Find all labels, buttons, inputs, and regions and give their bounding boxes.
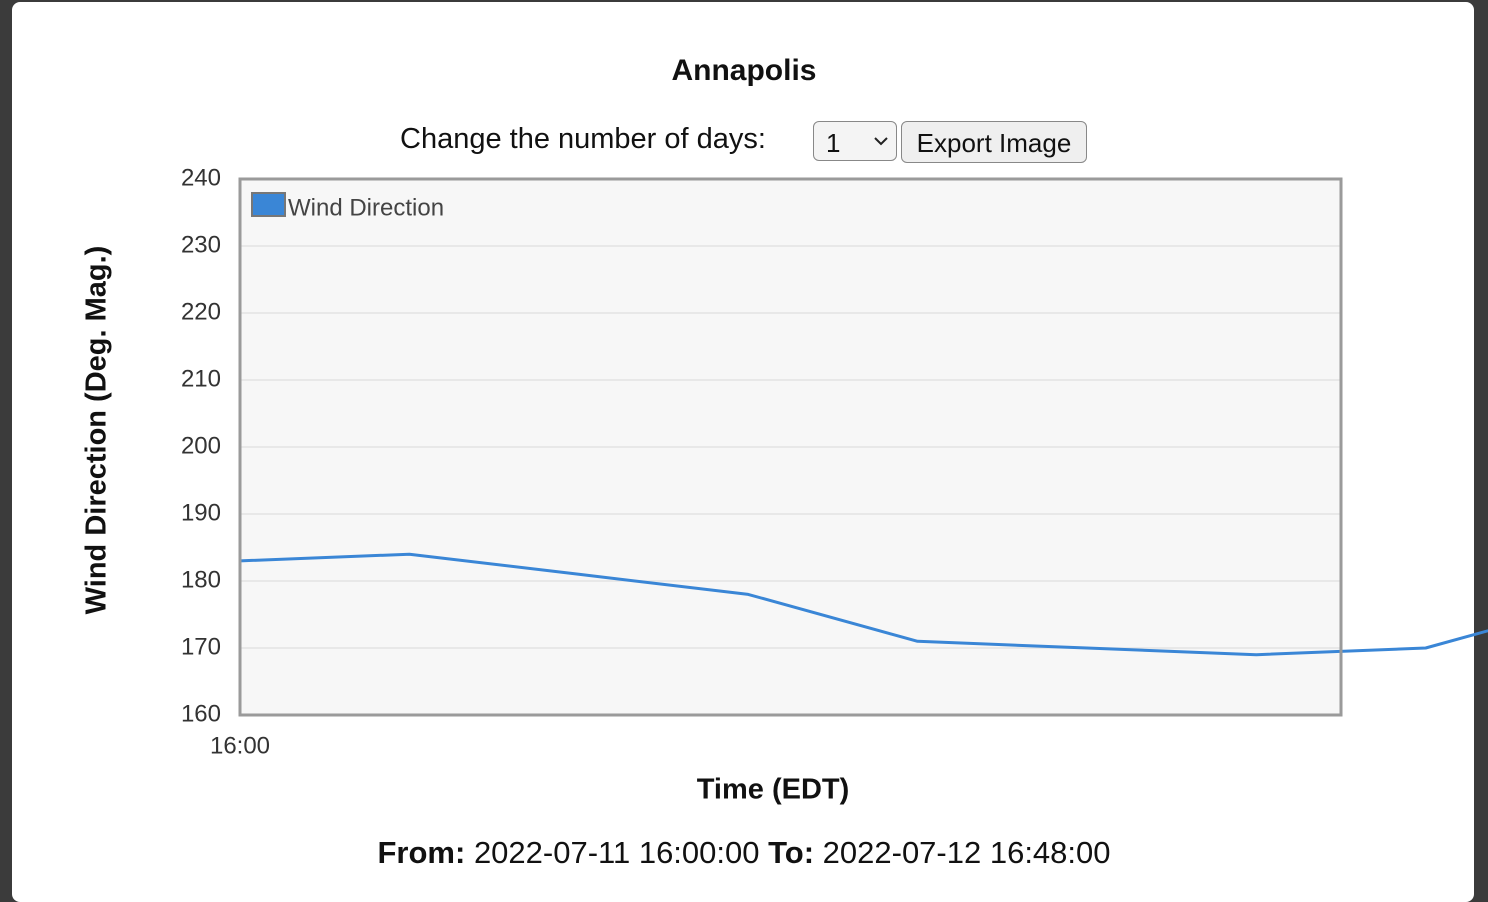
y-tick-label: 210 bbox=[181, 365, 221, 392]
from-value: 2022-07-11 16:00:00 bbox=[473, 835, 760, 870]
y-tick-label: 200 bbox=[181, 432, 221, 459]
y-tick-label: 180 bbox=[181, 566, 221, 593]
dropdown-arrow bbox=[874, 137, 888, 146]
y-tick-label: 220 bbox=[181, 298, 221, 325]
from-label: From: bbox=[377, 835, 466, 870]
y-tick-label: 160 bbox=[181, 700, 221, 727]
days-label: Change the number of days: bbox=[400, 123, 766, 155]
y-tick-label: 190 bbox=[181, 499, 221, 526]
y-axis-label: Wind Direction (Deg. Mag.) bbox=[81, 246, 113, 615]
days-value: 1 bbox=[826, 128, 841, 158]
legend-swatch bbox=[251, 192, 286, 217]
to-label: To: bbox=[768, 835, 815, 870]
to-value: 2022-07-12 16:48:00 bbox=[822, 835, 1111, 870]
footer: From: 2022-07-11 16:00:00 To: 2022-07-12… bbox=[0, 835, 1488, 871]
title: Annapolis bbox=[671, 54, 817, 87]
export-button[interactable]: Export Image bbox=[901, 121, 1087, 163]
y-tick-label: 230 bbox=[181, 231, 221, 258]
y-tick-label: 170 bbox=[181, 633, 221, 660]
x-axis-label: Time (EDT) bbox=[697, 774, 850, 806]
plot-border bbox=[238, 177, 1343, 717]
days-select[interactable]: 1 bbox=[813, 121, 897, 161]
y-tick-label: 240 bbox=[181, 164, 221, 191]
x-tick-label: 16:00 bbox=[210, 732, 270, 759]
chart: Wind Direction (Deg. Mag.) Time (EDT) 16… bbox=[81, 164, 1488, 806]
legend-label: Wind Direction bbox=[288, 194, 444, 221]
